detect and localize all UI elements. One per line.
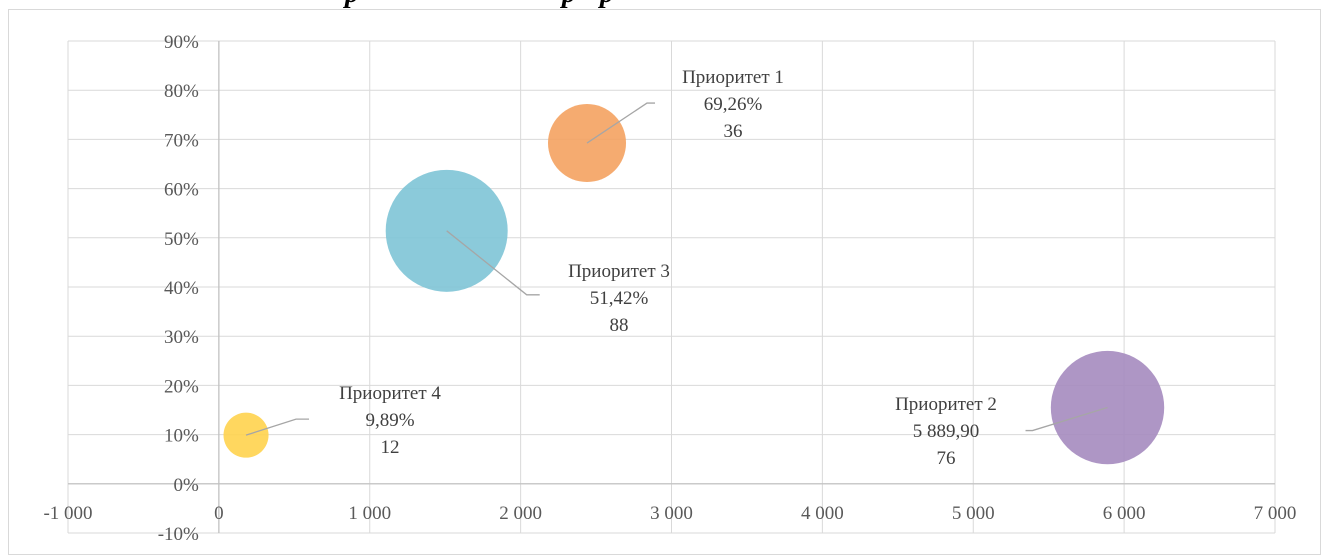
data-label: 12 [381, 437, 400, 458]
x-tick-label: -1 000 [43, 503, 92, 524]
x-tick-label: 2 000 [499, 503, 542, 524]
svg-text:p: p [343, 0, 359, 9]
leader-line [245, 418, 310, 436]
y-tick-label: 70% [164, 130, 199, 151]
x-tick-label: 3 000 [650, 503, 693, 524]
data-labels: Приоритет 1 69,26% 36 Приоритет 2 5 889,90 76… [339, 67, 997, 469]
data-label: 76 [937, 448, 956, 469]
data-label: 69,26% [704, 94, 763, 115]
data-label: 5 889,90 [913, 421, 980, 442]
y-tick-label: 50% [164, 229, 199, 250]
y-tick-label: 60% [164, 180, 199, 201]
x-tick-label: 4 000 [801, 503, 844, 524]
y-tick-label: 40% [164, 278, 199, 299]
data-label: 36 [724, 121, 743, 142]
data-label: Приоритет 4 [339, 383, 441, 404]
data-label: Приоритет 3 [568, 261, 670, 282]
data-label: 9,89% [365, 410, 414, 431]
grid-lines [67, 40, 1276, 534]
svg-text:p: p [598, 0, 614, 9]
x-tick-label: 7 000 [1254, 503, 1297, 524]
y-tick-label: 90% [164, 32, 199, 53]
data-label: 51,42% [590, 288, 649, 309]
label-leader-lines [245, 102, 1108, 436]
y-tick-label: 30% [164, 327, 199, 348]
x-tick-label: 0 [214, 503, 224, 524]
svg-text:p: p [560, 0, 576, 9]
chart-frame [8, 9, 1321, 555]
x-axis-ticks: -1 000 0 1 000 2 000 3 000 4 000 5 000 6 000 7 0… [43, 503, 1296, 524]
y-tick-label: 10% [164, 426, 199, 447]
data-label: Приоритет 1 [682, 67, 784, 88]
data-label: 88 [610, 315, 629, 336]
y-axis-ticks: -10% 0% 10% 20% 30% 40% 50% 60% 70% 80% 90% [158, 32, 199, 545]
axes [68, 41, 1275, 533]
y-tick-label: 20% [164, 376, 199, 397]
x-tick-label: 1 000 [348, 503, 391, 524]
data-label: Приоритет 2 [895, 394, 997, 415]
y-tick-label: 80% [164, 81, 199, 102]
chart-title-fragment: p p p [343, 0, 614, 9]
y-tick-label: 0% [174, 475, 200, 496]
leader-line [446, 230, 540, 296]
leader-line [1025, 406, 1108, 432]
leader-line [586, 102, 656, 144]
x-tick-label: 6 000 [1103, 503, 1146, 524]
y-tick-label: -10% [158, 524, 199, 545]
x-tick-label: 5 000 [952, 503, 995, 524]
